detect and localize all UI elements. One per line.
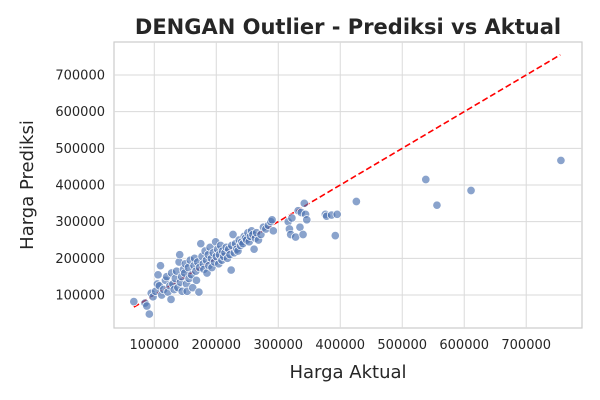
y-tick-label: 400000: [55, 179, 105, 194]
data-point: [298, 229, 308, 240]
data-point: [351, 196, 361, 207]
data-point: [421, 174, 431, 185]
tick-labels: 100000 200000 300000 400000 500000 600000 7000…: [55, 69, 551, 354]
chart-title: DENGAN Outlier - Prediksi vs Aktual: [135, 15, 561, 39]
data-point: [129, 297, 139, 307]
data-point: [466, 185, 476, 196]
data-point: [175, 250, 185, 260]
data-point: [191, 275, 201, 285]
y-tick-label: 100000: [55, 289, 105, 304]
data-point: [153, 270, 163, 280]
y-tick-label: 600000: [55, 105, 105, 120]
data-point: [556, 155, 566, 165]
data-point: [299, 198, 309, 208]
y-axis-label: Harga Prediksi: [17, 120, 38, 250]
data-point: [144, 309, 154, 319]
data-point: [142, 301, 152, 311]
x-tick-label: 300000: [253, 338, 303, 353]
y-tick-label: 300000: [55, 215, 105, 230]
data-point: [155, 261, 166, 271]
x-axis-label: Harga Aktual: [289, 362, 406, 383]
data-point: [196, 239, 206, 249]
data-point: [432, 200, 442, 210]
data-point: [330, 231, 340, 241]
y-tick-label: 700000: [55, 69, 105, 84]
data-point: [302, 215, 312, 225]
data-point: [194, 287, 204, 297]
data-points: [129, 155, 566, 319]
x-tick-label: 500000: [377, 338, 427, 353]
x-tick-label: 400000: [315, 338, 365, 353]
y-tick-label: 200000: [55, 252, 105, 267]
y-tick-label: 500000: [55, 142, 105, 157]
data-point: [332, 209, 342, 219]
data-point: [268, 226, 278, 236]
data-point: [226, 265, 236, 275]
data-point: [287, 213, 297, 223]
x-tick-label: 200000: [191, 338, 241, 353]
data-point: [188, 283, 198, 293]
x-tick-label: 700000: [501, 338, 551, 353]
x-tick-label: 600000: [439, 338, 489, 353]
data-point: [166, 294, 176, 304]
data-point: [249, 244, 259, 254]
x-tick-label: 100000: [129, 338, 179, 353]
data-point: [267, 215, 277, 225]
data-point: [228, 229, 238, 240]
